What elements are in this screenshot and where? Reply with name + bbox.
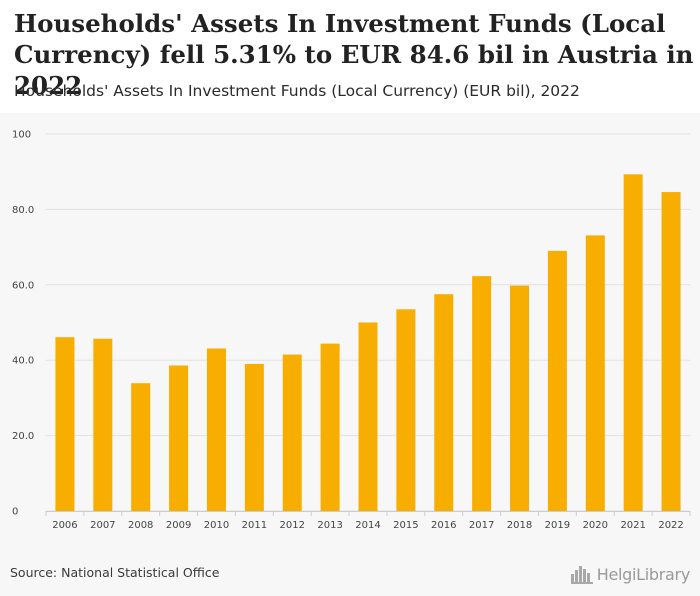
y-tick-label: 20.0 bbox=[12, 431, 34, 442]
x-tick-label: 2006 bbox=[52, 520, 77, 531]
chart-subtitle: Households' Assets In Investment Funds (… bbox=[14, 82, 580, 100]
x-tick-label: 2020 bbox=[583, 520, 608, 531]
bar-2017 bbox=[472, 276, 492, 511]
bar-2022 bbox=[661, 192, 681, 512]
x-tick-label: 2022 bbox=[658, 520, 683, 531]
x-tick-label: 2009 bbox=[166, 520, 191, 531]
source-note: Source: National Statistical Office bbox=[10, 565, 220, 580]
bar-2019 bbox=[547, 250, 567, 511]
helgi-library-logo[interactable]: HelgiLibrary bbox=[570, 562, 691, 586]
footer: Source: National Statistical Office Helg… bbox=[0, 555, 700, 596]
x-tick-label: 2014 bbox=[355, 520, 380, 531]
x-tick-label: 2015 bbox=[393, 520, 418, 531]
x-tick-label: 2018 bbox=[507, 520, 532, 531]
bar-2007 bbox=[93, 338, 113, 511]
x-tick-label: 2007 bbox=[90, 520, 115, 531]
bar-2010 bbox=[206, 348, 226, 511]
x-tick-label: 2010 bbox=[204, 520, 229, 531]
x-tick-label: 2021 bbox=[620, 520, 645, 531]
y-tick-label: 40.0 bbox=[12, 356, 34, 367]
bar-2018 bbox=[510, 285, 530, 511]
bar-2009 bbox=[169, 365, 189, 511]
y-tick-label: 80.0 bbox=[12, 205, 34, 216]
bar-2011 bbox=[244, 363, 264, 511]
page-title: Households' Assets In Investment Funds (… bbox=[14, 9, 694, 100]
x-tick-label: 2016 bbox=[431, 520, 456, 531]
y-tick-label: 100 bbox=[12, 130, 31, 141]
bar-2014 bbox=[358, 322, 378, 511]
bar-2013 bbox=[320, 343, 340, 511]
x-tick-label: 2011 bbox=[242, 520, 267, 531]
bar-2008 bbox=[131, 383, 151, 511]
bar-2012 bbox=[282, 354, 302, 511]
bar-2015 bbox=[396, 309, 416, 511]
bar-2016 bbox=[434, 294, 454, 511]
x-tick-label: 2013 bbox=[317, 520, 342, 531]
logo-text: HelgiLibrary bbox=[596, 564, 691, 584]
plot-area bbox=[0, 113, 700, 555]
bar-2006 bbox=[55, 337, 75, 511]
x-tick-label: 2008 bbox=[128, 520, 153, 531]
header: Households' Assets In Investment Funds (… bbox=[0, 0, 700, 113]
skyline-icon bbox=[570, 566, 593, 584]
x-tick-label: 2012 bbox=[280, 520, 305, 531]
x-tick-label: 2017 bbox=[469, 520, 494, 531]
bar-2020 bbox=[585, 235, 605, 511]
y-tick-label: 0 bbox=[12, 507, 18, 518]
x-tick-label: 2019 bbox=[545, 520, 570, 531]
bar-2021 bbox=[623, 174, 643, 512]
y-tick-label: 60.0 bbox=[12, 280, 34, 291]
